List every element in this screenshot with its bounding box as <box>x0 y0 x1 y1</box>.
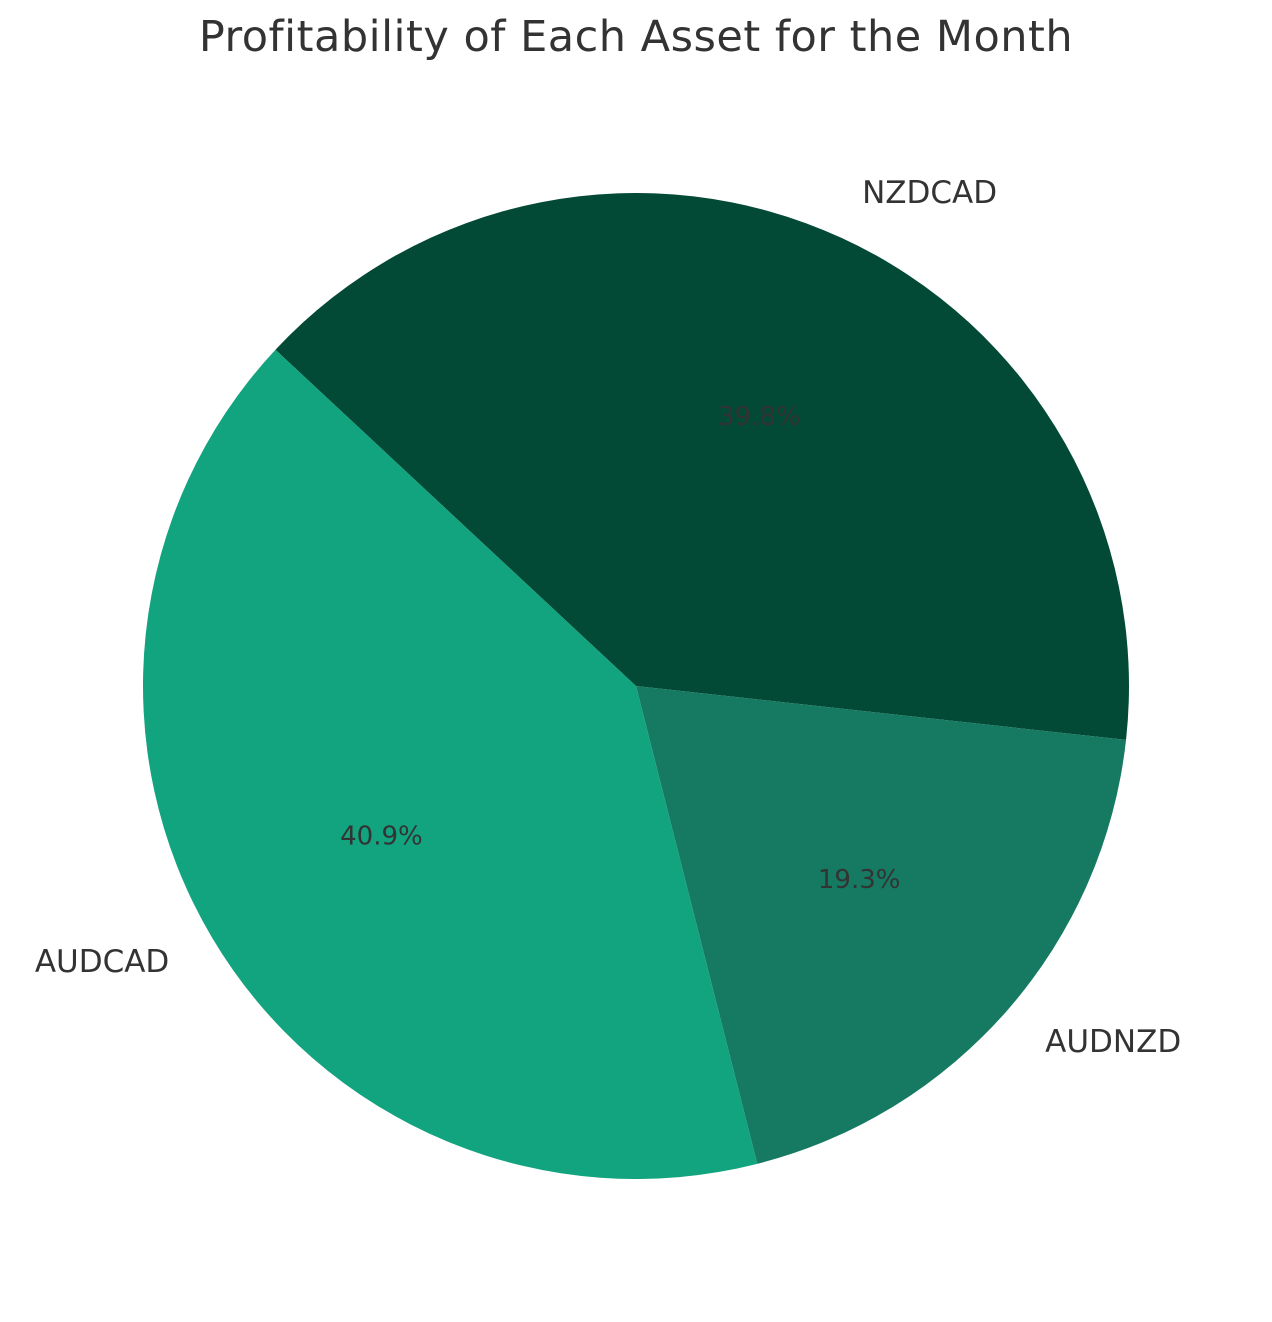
pie-slice-nzdcad <box>275 192 1129 740</box>
chart-title: Profitability of Each Asset for the Mont… <box>198 12 1074 62</box>
slice-label-audnzd: AUDNZD <box>1045 1024 1181 1060</box>
pie-slice-audcad <box>142 349 758 1179</box>
pie-slice-audnzd <box>636 686 1127 1164</box>
slice-percent-nzdcad: 39.8% <box>718 402 801 432</box>
slice-label-audcad: AUDCAD <box>35 944 170 980</box>
slice-label-nzdcad: NZDCAD <box>862 175 997 211</box>
slice-percent-audnzd: 19.3% <box>818 865 901 895</box>
slice-percent-audcad: 40.9% <box>340 822 423 852</box>
